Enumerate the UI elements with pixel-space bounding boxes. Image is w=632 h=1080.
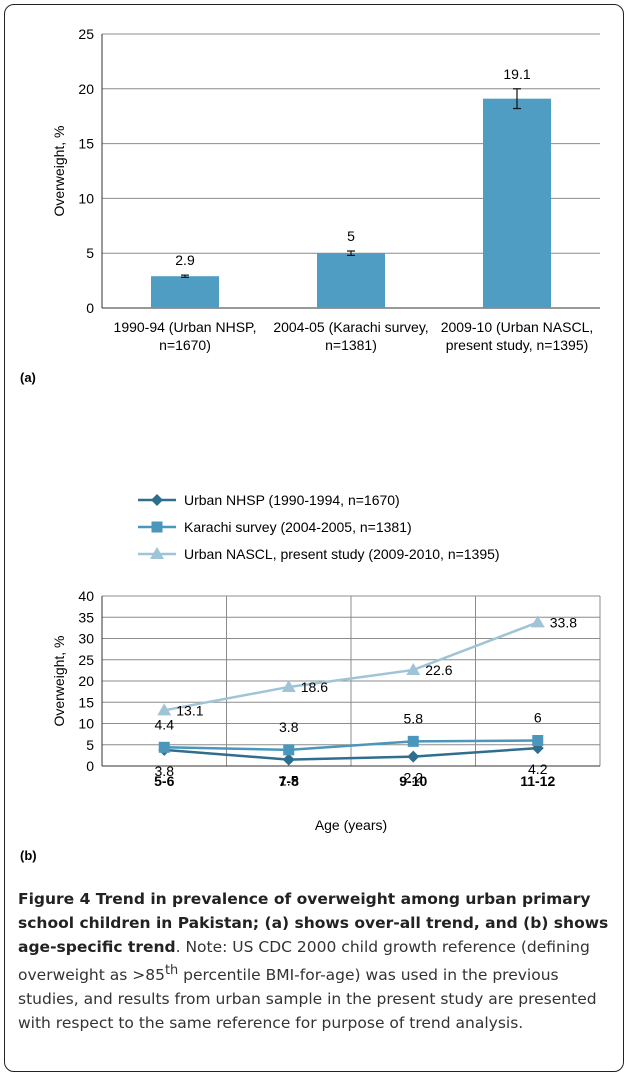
panel-label-a: (a) [20,370,36,385]
point-value-label: 6 [534,710,542,726]
x-category-label-a: n=1381) [325,337,377,353]
point-value-label: 1.5 [279,773,299,789]
point-value-label: 3.8 [155,763,175,779]
y-axis-title-b: Overweight, % [51,635,67,726]
y-tick-label-a: 0 [86,300,94,316]
y-tick-label-a: 15 [78,136,94,152]
legend-label: Urban NASCL, present study (2009-2010, n… [184,546,500,562]
legend-label: Urban NHSP (1990-1994, n=1670) [184,492,400,508]
series-line [164,746,538,761]
legend-marker [151,521,163,533]
y-tick-label-b: 25 [78,652,94,668]
bar [317,253,385,308]
error-bar [181,274,189,278]
x-category-label-b: 11-12 [520,773,555,789]
data-point [281,679,296,692]
y-tick-label-b: 5 [86,737,94,753]
y-tick-label-b: 30 [78,631,94,647]
legend-marker [151,494,163,506]
y-tick-label-a: 25 [78,26,94,42]
data-point [158,741,170,753]
point-value-label: 18.6 [301,679,328,695]
data-point [406,662,421,675]
point-value-label: 3.8 [279,719,299,735]
bar [483,98,551,308]
data-point [532,735,544,746]
y-tick-label-a: 20 [78,81,94,97]
bar-value-label: 5 [347,228,355,244]
x-category-label-a: 2009-10 (Urban NASCL, [441,319,594,335]
panel-label-b: (b) [20,848,37,863]
series-triangle [157,615,545,716]
data-point [157,703,172,716]
x-category-label-a: 1990-94 (Urban NHSP, [114,319,257,335]
point-value-label: 13.1 [176,702,203,718]
y-tick-label-b: 0 [86,758,94,774]
x-category-label-a: 2004-05 (Karachi survey, [273,319,428,335]
error-bar [513,88,521,110]
caption-note-superscript: th [164,963,179,978]
y-axis-title-a: Overweight, % [51,125,67,216]
x-category-label-b: 7-8 [279,773,299,789]
error-bar [347,250,355,256]
bar-value-label: 2.9 [175,252,195,268]
point-value-label: 22.6 [425,662,452,678]
y-tick-label-a: 10 [78,190,94,206]
data-point [407,735,419,747]
legend-entry: Urban NASCL, present study (2009-2010, n… [138,546,500,562]
line-chart-b: 0 5 10 15 20 25 30 35 40 5-6 7-8 9-10 11-12 3.8 1.5 2.2… [20,492,601,863]
bar-value-label: 19.1 [503,66,530,82]
legend-entry: Urban NHSP (1990-1994, n=1670) [138,492,400,508]
point-value-label: 4.2 [528,761,548,777]
point-value-label: 4.4 [155,716,175,732]
point-value-label: 5.8 [404,710,424,726]
legend-label: Karachi survey (2004-2005, n=1381) [184,519,412,535]
figure-frame [4,4,624,1072]
point-value-label: 33.8 [550,614,577,630]
caption-note-start: . Note: US CDC 2000 child growth referen… [18,938,590,985]
data-point [530,615,545,628]
caption-note: . Note: US CDC 2000 child growth referen… [18,938,597,1032]
bar-chart-a: 0 5 10 15 20 25 2.9 1990-94 (Urban NHSP, n=1670)… [20,26,600,385]
y-tick-label-b: 40 [78,588,94,604]
legend-marker [150,547,164,559]
x-category-label-b: 5-6 [154,773,174,789]
x-category-label-b: 9-10 [399,773,427,789]
x-category-label-a: present study, n=1395) [446,337,589,353]
figure-caption: Figure 4 Trend in prevalence of overweig… [18,887,614,1035]
series-square [158,735,544,756]
data-point [407,750,420,763]
series-line [164,621,539,712]
x-category-label-a: n=1670) [159,337,211,353]
y-tick-label-b: 10 [78,716,94,732]
data-point [282,753,295,766]
bar [151,276,219,308]
x-axis-title-b: Age (years) [315,817,387,833]
series-line [164,739,538,752]
y-tick-label-b: 35 [78,609,94,625]
data-point [283,744,295,756]
legend-entry: Karachi survey (2004-2005, n=1381) [138,519,412,535]
y-tick-label-b: 20 [78,673,94,689]
point-value-label: 2.2 [404,770,424,786]
caption-note-end: percentile BMI-for-age) was used in the … [18,966,597,1033]
y-tick-label-a: 5 [86,245,94,261]
y-tick-label-b: 15 [78,694,94,710]
caption-title: Figure 4 Trend in prevalence of overweig… [18,890,609,956]
